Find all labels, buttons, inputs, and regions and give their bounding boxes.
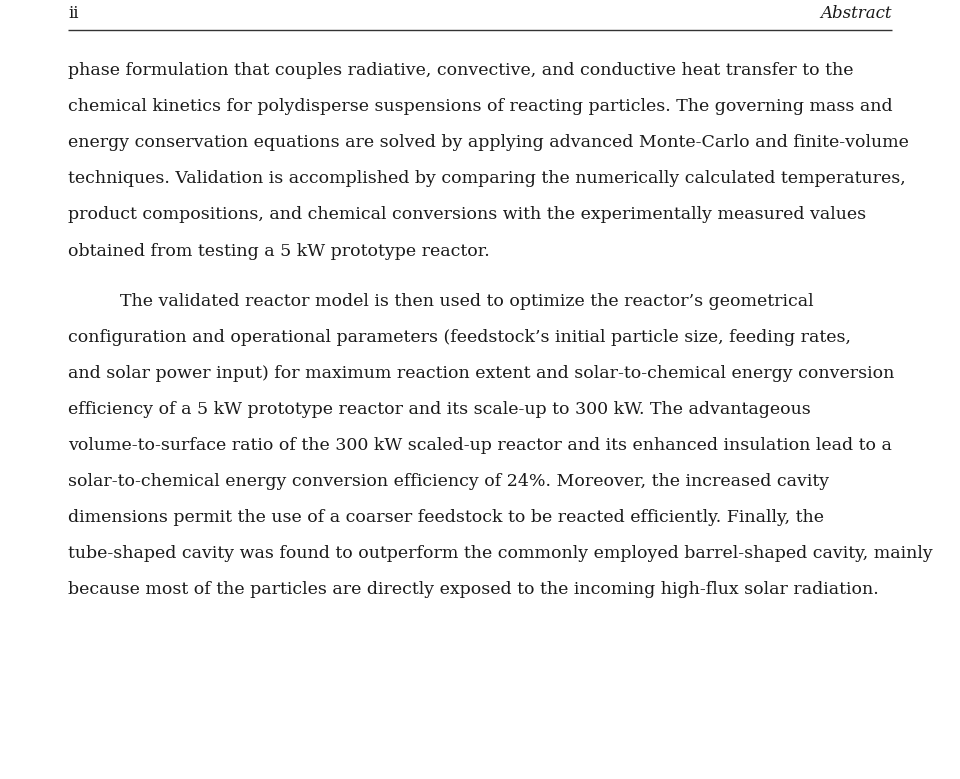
Text: The validated reactor model is then used to optimize the reactor’s geometrical: The validated reactor model is then used… — [120, 293, 814, 309]
Text: tube-shaped cavity was found to outperform the commonly employed barrel-shaped c: tube-shaped cavity was found to outperfo… — [68, 545, 933, 562]
Text: solar-to-chemical energy conversion efficiency of 24%. Moreover, the increased c: solar-to-chemical energy conversion effi… — [68, 473, 829, 490]
Text: efficiency of a 5 kW prototype reactor and its scale-up to 300 kW. The advantage: efficiency of a 5 kW prototype reactor a… — [68, 401, 811, 418]
Text: volume-to-surface ratio of the 300 kW scaled-up reactor and its enhanced insulat: volume-to-surface ratio of the 300 kW sc… — [68, 437, 892, 454]
Text: Abstract: Abstract — [821, 5, 892, 22]
Text: techniques. Validation is accomplished by comparing the numerically calculated t: techniques. Validation is accomplished b… — [68, 171, 905, 187]
Text: product compositions, and chemical conversions with the experimentally measured : product compositions, and chemical conve… — [68, 206, 866, 224]
Text: chemical kinetics for polydisperse suspensions of reacting particles. The govern: chemical kinetics for polydisperse suspe… — [68, 98, 893, 115]
Text: and solar power input) for maximum reaction extent and solar-to-chemical energy : and solar power input) for maximum react… — [68, 365, 895, 382]
Text: phase formulation that couples radiative, convective, and conductive heat transf: phase formulation that couples radiative… — [68, 62, 853, 79]
Text: configuration and operational parameters (feedstock’s initial particle size, fee: configuration and operational parameters… — [68, 329, 851, 346]
Text: ii: ii — [68, 5, 79, 22]
Text: obtained from testing a 5 kW prototype reactor.: obtained from testing a 5 kW prototype r… — [68, 242, 490, 259]
Text: because most of the particles are directly exposed to the incoming high-flux sol: because most of the particles are direct… — [68, 581, 878, 598]
Text: energy conservation equations are solved by applying advanced Monte-Carlo and fi: energy conservation equations are solved… — [68, 134, 909, 151]
Text: dimensions permit the use of a coarser feedstock to be reacted efficiently. Fina: dimensions permit the use of a coarser f… — [68, 509, 824, 527]
